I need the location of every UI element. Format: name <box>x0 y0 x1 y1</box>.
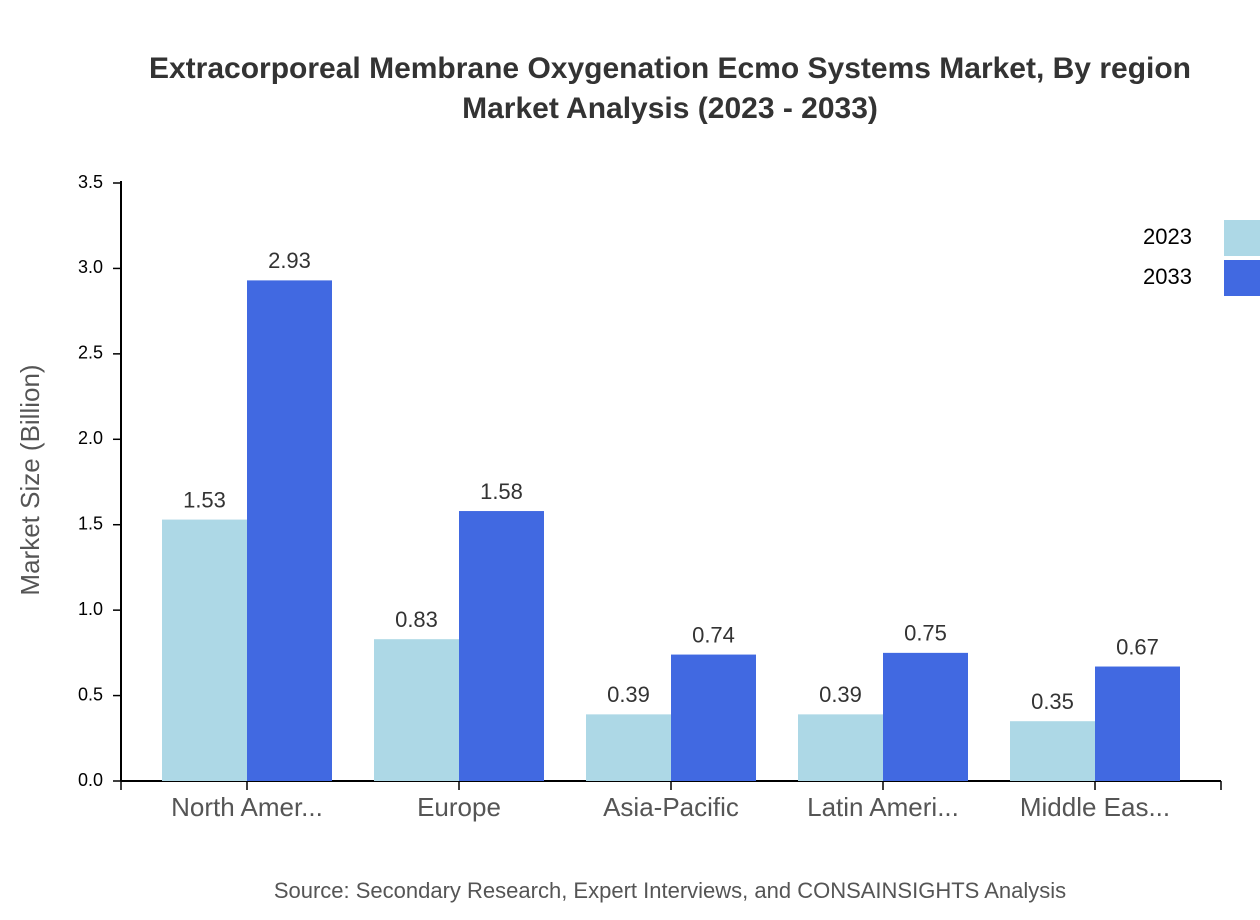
y-tick-label: 3.0 <box>78 257 103 277</box>
legend-label: 2033 <box>1143 264 1192 289</box>
value-label: 0.75 <box>904 621 947 646</box>
legend-swatch <box>1224 220 1260 256</box>
chart-title: Extracorporeal Membrane Oxygenation Ecmo… <box>149 52 1191 85</box>
y-tick-label: 0.5 <box>78 684 103 704</box>
value-label: 0.39 <box>607 682 650 707</box>
y-tick-label: 2.0 <box>78 428 103 448</box>
chart-title: Market Analysis (2023 - 2033) <box>462 92 878 125</box>
value-label: 0.67 <box>1116 634 1159 659</box>
value-label: 1.58 <box>480 479 523 504</box>
x-tick-label: North Amer... <box>171 792 323 822</box>
y-tick-label: 0.0 <box>78 770 103 790</box>
value-label: 0.83 <box>395 607 438 632</box>
x-tick-label: Latin Ameri... <box>807 792 959 822</box>
bar <box>162 519 247 781</box>
x-tick-label: Asia-Pacific <box>603 792 739 822</box>
bar <box>247 280 332 781</box>
bar <box>671 654 756 781</box>
y-tick-label: 3.5 <box>78 172 103 192</box>
y-tick-label: 1.0 <box>78 599 103 619</box>
y-tick-label: 1.5 <box>78 513 103 533</box>
value-label: 0.39 <box>819 682 862 707</box>
y-tick-label: 2.5 <box>78 343 103 363</box>
x-tick-label: Europe <box>417 792 501 822</box>
legend-swatch <box>1224 260 1260 296</box>
bar <box>586 714 671 781</box>
bar <box>1095 666 1180 781</box>
y-axis-label: Market Size (Billion) <box>15 364 45 595</box>
legend-label: 2023 <box>1143 224 1192 249</box>
value-label: 0.74 <box>692 622 735 647</box>
value-label: 2.93 <box>268 248 311 273</box>
value-label: 1.53 <box>183 487 226 512</box>
value-label: 0.35 <box>1031 689 1074 714</box>
bar <box>459 511 544 781</box>
bar <box>883 652 968 781</box>
bar <box>374 639 459 781</box>
source-note: Source: Secondary Research, Expert Inter… <box>274 878 1066 903</box>
bar <box>798 714 883 781</box>
bar <box>1010 721 1095 781</box>
x-tick-label: Middle Eas... <box>1020 792 1170 822</box>
